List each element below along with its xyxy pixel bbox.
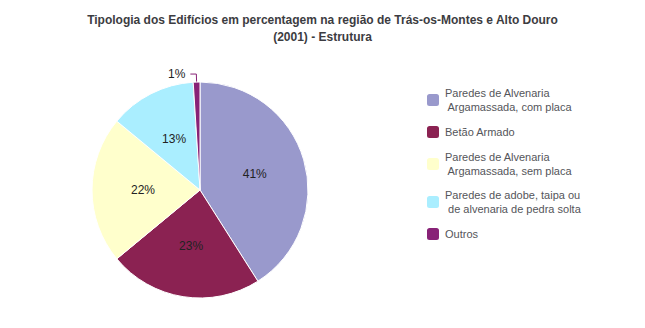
- svg-text:de alvenaria de pedra solta: de alvenaria de pedra solta: [445, 203, 582, 215]
- svg-text:(2001) - Estrutura: (2001) - Estrutura: [273, 30, 372, 44]
- svg-text:Betão Armado: Betão Armado: [445, 126, 515, 138]
- svg-text:Paredes de Alvenaria: Paredes de Alvenaria: [445, 151, 550, 163]
- svg-text:Outros: Outros: [445, 228, 479, 240]
- svg-text:41%: 41%: [243, 167, 267, 181]
- svg-text:13%: 13%: [162, 132, 186, 146]
- svg-text:1%: 1%: [168, 67, 186, 81]
- svg-text:23%: 23%: [179, 239, 203, 253]
- svg-text:22%: 22%: [131, 183, 155, 197]
- svg-text:Tipologia dos Edifícios em per: Tipologia dos Edifícios em percentagem n…: [87, 13, 558, 27]
- svg-text:Paredes de adobe, taipa ou: Paredes de adobe, taipa ou: [445, 189, 580, 201]
- svg-text:Argamassada, com placa: Argamassada, com placa: [445, 101, 572, 113]
- svg-text:Paredes de Alvenaria: Paredes de Alvenaria: [445, 87, 550, 99]
- svg-text:Argamassada, sem placa: Argamassada, sem placa: [445, 165, 572, 177]
